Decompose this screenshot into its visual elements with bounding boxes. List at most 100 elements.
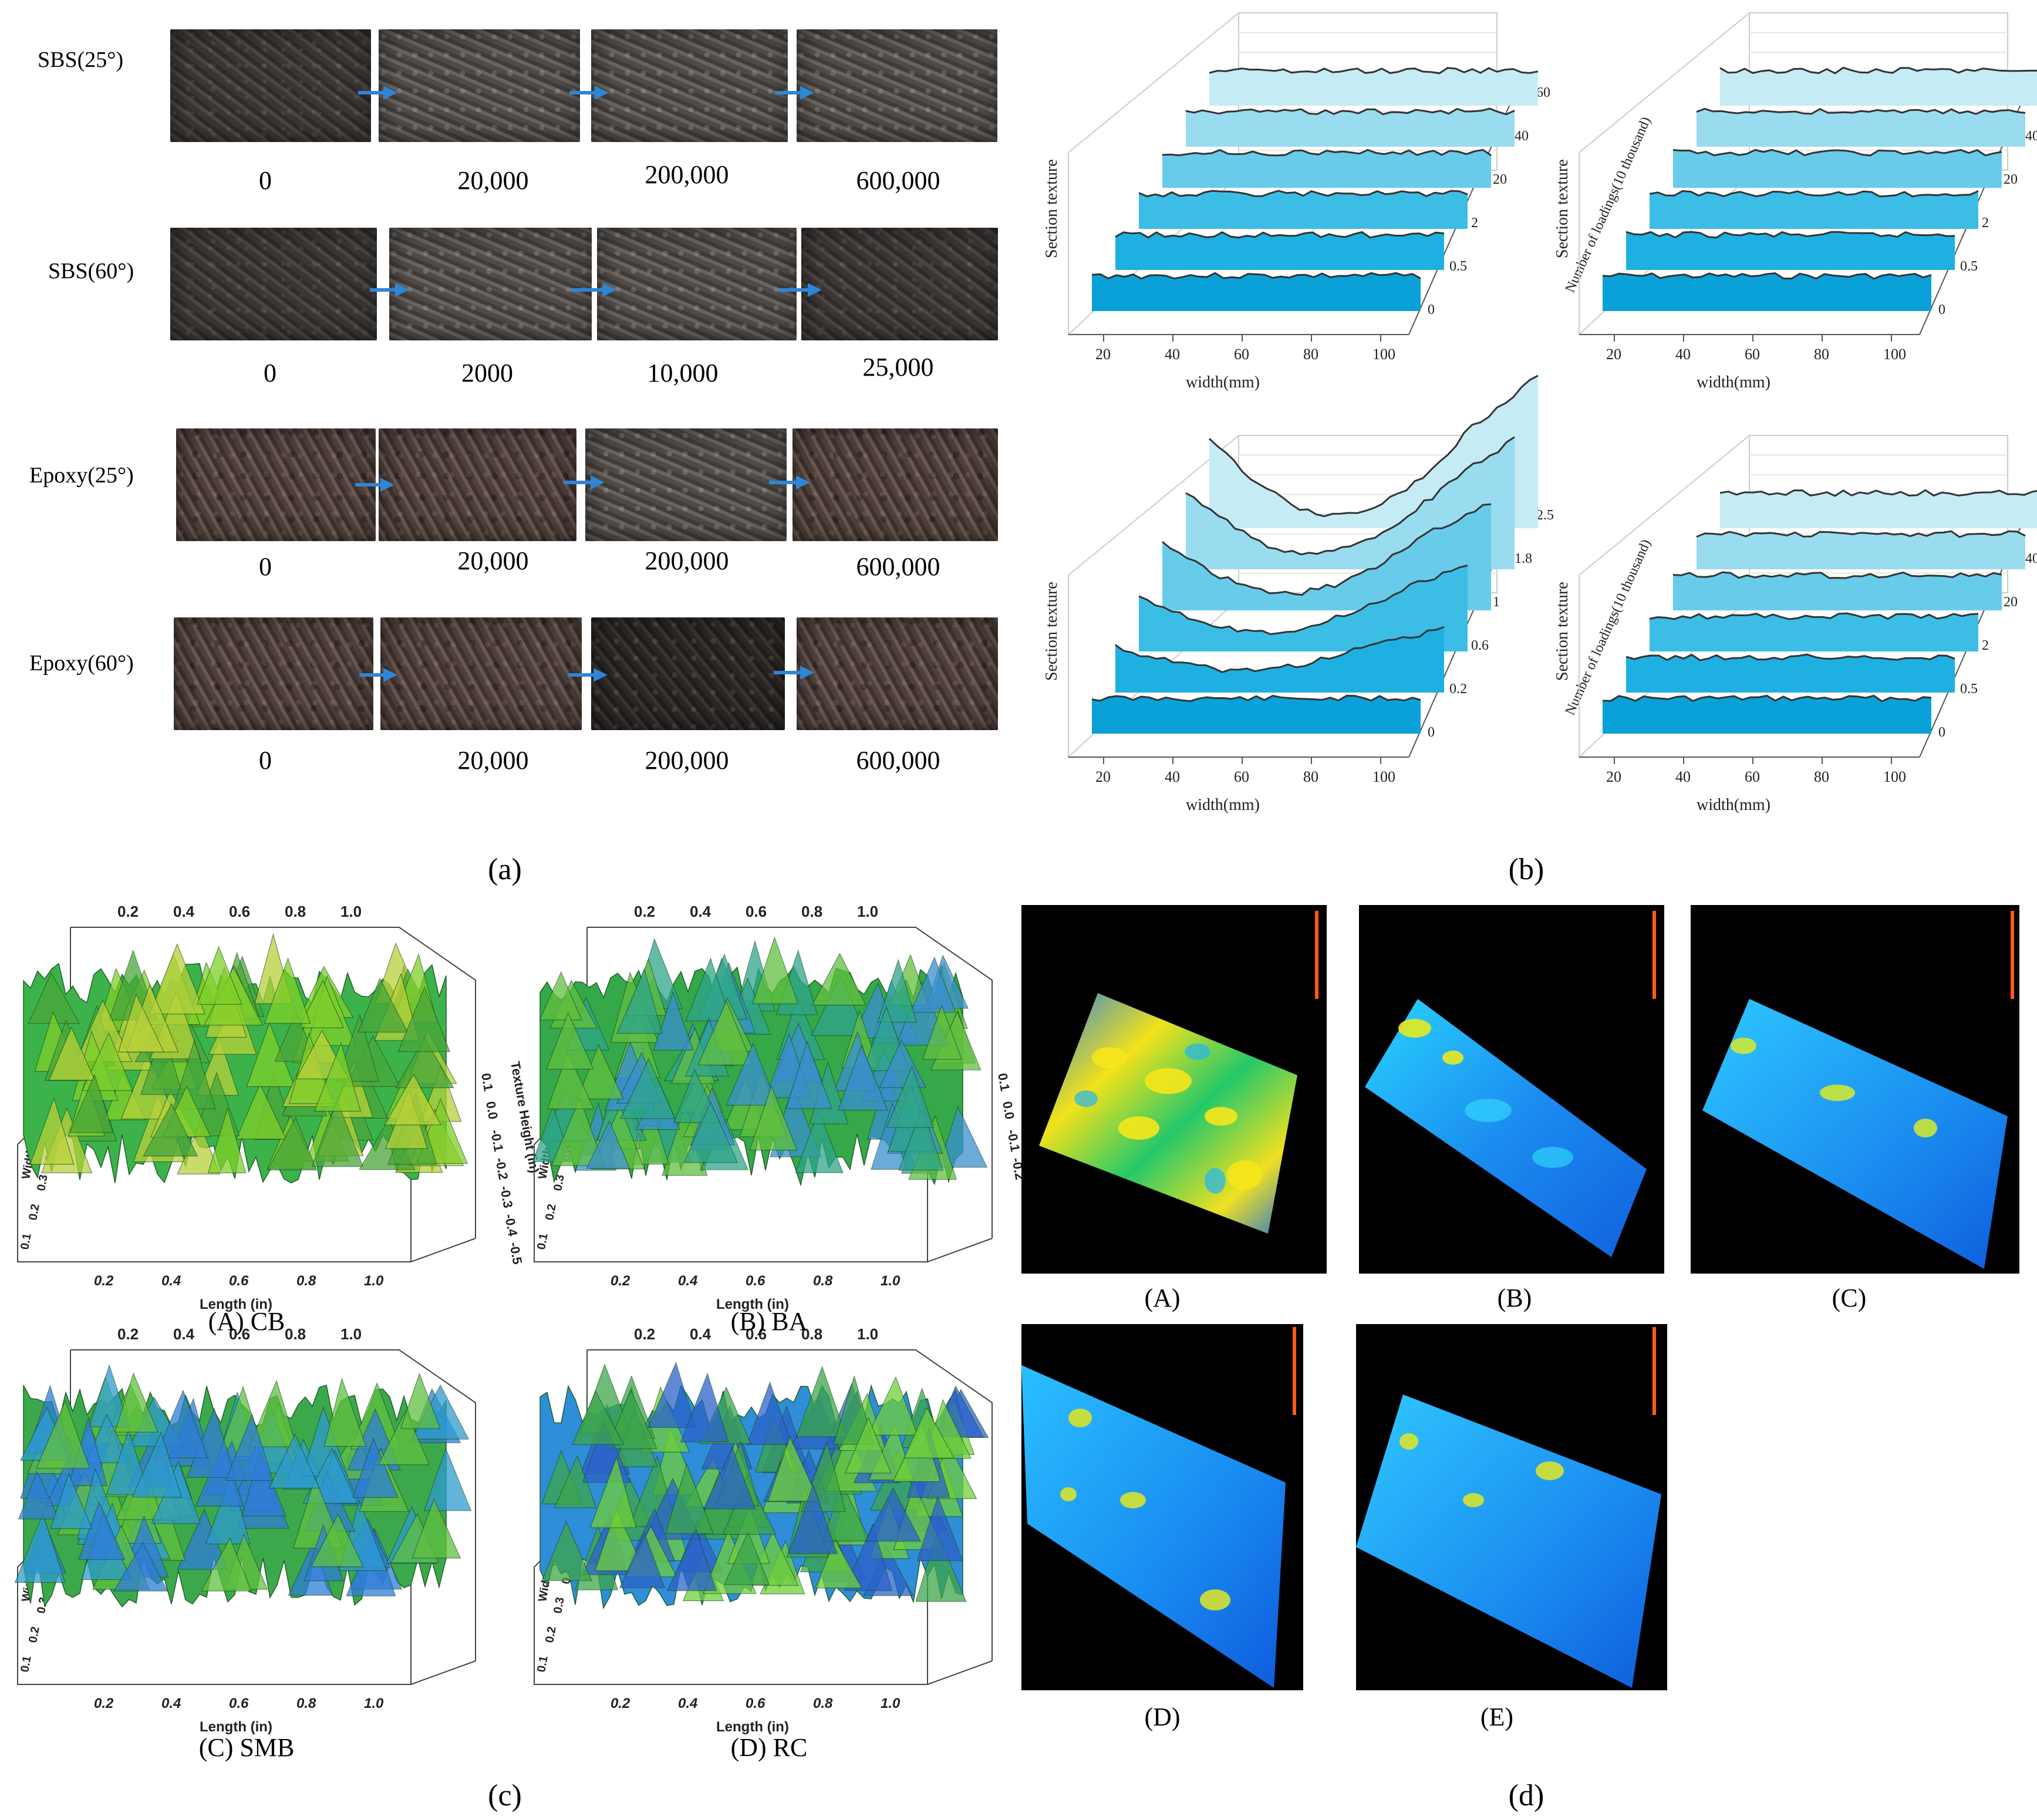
x-tick-label: 1.0 <box>857 1325 878 1343</box>
texture-peak <box>594 1508 646 1571</box>
ribbon-area <box>1673 150 2002 188</box>
texture-peak <box>703 1446 756 1510</box>
z-tick-label: 0 <box>1938 302 1945 318</box>
z-tick-label: 40 <box>2025 551 2037 566</box>
loading-count: 20,000 <box>457 746 529 775</box>
z-tick-label: 0.2 <box>1449 681 1467 697</box>
x-tick-label: 40 <box>1675 346 1691 363</box>
pavement-photo <box>591 617 785 730</box>
texture-peak <box>69 1073 113 1133</box>
surface-plot: 0.2 0.4 0.6 0.8 1.0 0.2 0.4 0.6 0.8 1.0 Length (in… <box>14 1325 476 1735</box>
pavement-photo <box>389 228 592 340</box>
ribbon-line <box>1208 374 1539 518</box>
ribbon-line <box>1115 231 1445 239</box>
texture-peak <box>114 1372 158 1433</box>
height-tick-label: -0.3 <box>497 1185 515 1210</box>
texture-peak <box>616 968 663 1034</box>
ribbon-line <box>1209 67 1539 75</box>
ribbon-area <box>1650 613 1978 651</box>
panel-letter-a: (a) <box>488 853 522 886</box>
x-tick-label: 80 <box>1303 768 1318 785</box>
x-tick-label: 0.4 <box>678 1696 697 1711</box>
heightmap-e-surface <box>1356 1327 1661 1688</box>
x-tick-label: 0.8 <box>285 1325 306 1343</box>
x-tick-label: 0.2 <box>634 1325 655 1343</box>
ribbon-line <box>1185 107 1515 116</box>
x-tick-label: 0.8 <box>801 903 822 920</box>
height-tick-label: -0.2 <box>493 1157 511 1181</box>
z-tick-label: 20 <box>1493 172 1507 187</box>
texture-peak <box>865 1487 922 1542</box>
texture-peak <box>131 1431 183 1498</box>
x-tick-label: 0.2 <box>94 1696 114 1711</box>
texture-peak <box>551 1098 605 1166</box>
texture-peak <box>311 1099 364 1167</box>
ribbon-area <box>1697 531 2025 569</box>
x-tick-label: 0.4 <box>678 1273 697 1289</box>
heightmap-b-surface <box>1365 911 1656 1257</box>
texture-peak <box>384 1073 441 1126</box>
loading-count: 0 <box>259 552 272 581</box>
width-tick-label: 0.2 <box>543 1626 558 1644</box>
texture-peak <box>665 1463 714 1534</box>
y-axis-label: Section texture <box>1043 159 1061 258</box>
x-tick-label: 0.2 <box>611 1273 630 1289</box>
heightmap-a-surface <box>1039 911 1318 1234</box>
x-tick-label: 1.0 <box>881 1696 901 1711</box>
texture-peak <box>576 1044 624 1099</box>
ribbon-line <box>1091 272 1421 280</box>
texture-peak <box>680 1372 729 1443</box>
ribbon-line <box>1115 626 1445 674</box>
texture-peak <box>358 978 409 1033</box>
x-tick-label: 0.4 <box>161 1273 181 1289</box>
pavement-photo <box>380 617 582 730</box>
ribbon-line <box>1185 436 1515 556</box>
width-tick-label: 0.2 <box>543 1203 558 1221</box>
ribbon-area <box>1650 191 1978 229</box>
x-axis-label: width(mm) <box>1186 796 1260 814</box>
pavement-photo <box>797 29 997 142</box>
texture-peak <box>886 1065 935 1128</box>
z-tick-label: 0.5 <box>1960 681 1978 697</box>
height-tick-label: -0.1 <box>1004 1129 1023 1153</box>
ribbon-area <box>1697 109 2025 147</box>
texture-peak <box>29 1097 75 1165</box>
arrow-layer <box>355 86 822 682</box>
texture-peak <box>837 1044 888 1111</box>
texture-peak <box>117 993 165 1053</box>
caption-d-e: (E) <box>1480 1703 1514 1731</box>
z-tick-label: 2 <box>1982 215 1989 231</box>
caption-d-b: (B) <box>1497 1284 1532 1312</box>
texture-peak <box>898 1106 943 1171</box>
texture-peak <box>915 1531 967 1602</box>
height-tick-label: -0.1 <box>488 1129 506 1153</box>
texture-peak <box>619 1532 666 1588</box>
x-tick-label: 0.8 <box>801 1325 822 1343</box>
ribbon-area <box>1115 627 1444 693</box>
y-axis-label: Section texture <box>1553 582 1571 681</box>
x-tick-label: 0.8 <box>296 1273 316 1289</box>
width-tick-label: 0.1 <box>535 1655 550 1673</box>
caption-ba: (B) BA <box>730 1307 808 1336</box>
pavement-photo <box>379 428 576 541</box>
z-tick-label: 1 <box>1493 595 1500 610</box>
texture-peak <box>154 1389 208 1458</box>
x-tick-label: 40 <box>1165 768 1180 785</box>
width-tick-label: 0.2 <box>26 1626 42 1644</box>
ribbon-area <box>1626 654 1955 693</box>
width-tick-label: 0.1 <box>18 1233 33 1251</box>
ribbon-line <box>1696 530 2026 538</box>
texture-peak <box>606 1389 657 1450</box>
width-tick-label: 0.1 <box>535 1233 550 1251</box>
z-tick-label: 0.6 <box>1471 638 1489 653</box>
x-tick-label: 1.0 <box>881 1273 901 1289</box>
texture-peak <box>572 1390 625 1445</box>
y-axis-label: Section texture <box>1043 582 1061 681</box>
texture-peak <box>18 1471 60 1520</box>
texture-peak <box>647 1362 696 1428</box>
loading-count: 2000 <box>461 359 513 387</box>
texture-peak <box>815 1539 862 1589</box>
texture-peak <box>298 980 344 1028</box>
z-tick-label: 2 <box>1471 215 1478 231</box>
